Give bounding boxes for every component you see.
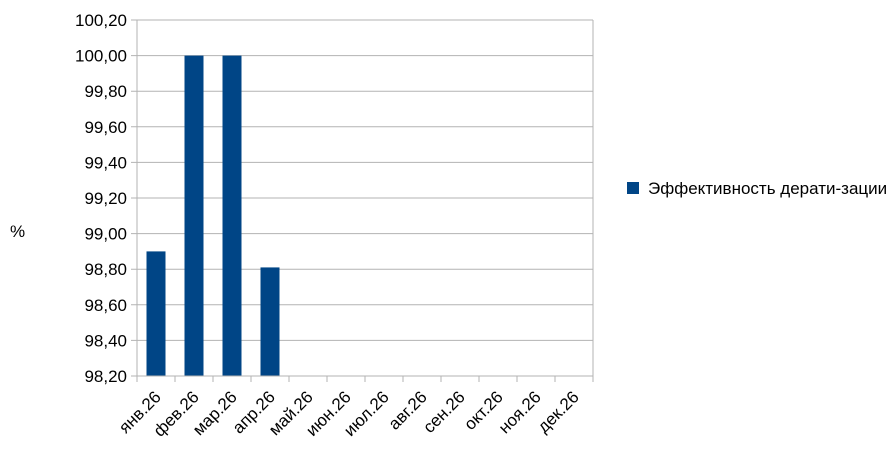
y-tick-label: 98,20 (84, 367, 127, 386)
y-tick-label: 98,60 (84, 296, 127, 315)
y-axis-label: % (10, 222, 26, 241)
legend-label: Эффективность дерати-зации (648, 179, 888, 198)
bar (146, 251, 166, 376)
y-tick-label: 100,20 (75, 11, 127, 30)
y-tick-label: 99,80 (84, 82, 127, 101)
bars (146, 55, 280, 376)
legend-swatch (627, 182, 639, 194)
y-tick-label: 99,00 (84, 225, 127, 244)
x-tick-labels: янв.26фев.26мар.26апр.26май.26июн.26июл.… (115, 387, 583, 440)
bar (184, 55, 204, 376)
axes (136, 20, 594, 382)
y-tick-label: 100,00 (75, 47, 127, 66)
x-tick-label: сен.26 (419, 387, 468, 436)
x-tick-label: дек.26 (534, 387, 583, 436)
y-tick-labels: 98,20 98,40 98,60 98,80 99,00 99,20 99,40 99,60… (75, 11, 127, 386)
y-tick-label: 99,60 (84, 118, 127, 137)
bar (260, 267, 280, 376)
y-tick-label: 99,20 (84, 189, 127, 208)
y-tick-label: 98,40 (84, 331, 127, 350)
x-tick-label: ноя.26 (495, 387, 545, 437)
legend: Эффективность дерати-зации (627, 177, 889, 200)
y-tick-label: 99,40 (84, 153, 127, 172)
bar (222, 55, 242, 376)
gridlines (131, 19, 593, 377)
y-tick-label: 98,80 (84, 260, 127, 279)
